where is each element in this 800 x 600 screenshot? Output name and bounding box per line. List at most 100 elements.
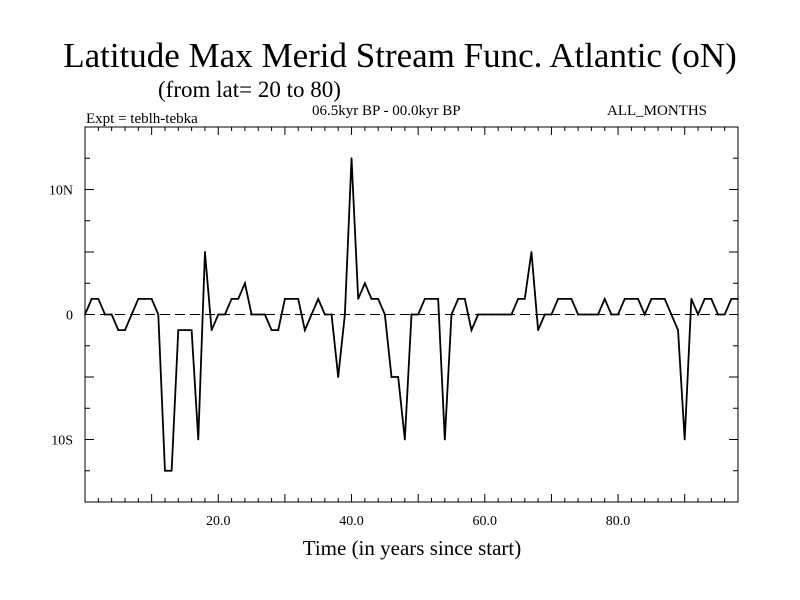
data-point <box>357 297 360 300</box>
experiment-label: Expt = teblh-tebka <box>86 111 198 127</box>
x-tick-label: 80.0 <box>606 514 631 529</box>
data-point <box>530 251 533 253</box>
data-point <box>637 297 639 300</box>
data-point <box>657 297 659 300</box>
data-point <box>717 313 719 316</box>
data-point <box>217 313 220 316</box>
data-point <box>410 313 413 316</box>
chart-title: Latitude Max Merid Stream Func. Atlantic… <box>63 36 737 75</box>
x-tick-label: 40.0 <box>339 514 364 529</box>
chart-subtitle: (from lat= 20 to 80) <box>158 77 341 102</box>
data-point <box>497 313 500 316</box>
data-point <box>204 251 206 253</box>
data-point <box>477 313 480 316</box>
data-point <box>683 438 686 441</box>
data-point <box>97 297 100 300</box>
y-tick-label: 0 <box>66 309 73 324</box>
data-point <box>703 297 706 300</box>
data-point <box>390 376 393 378</box>
y-tick-label: 10S <box>51 434 73 449</box>
data-point <box>150 297 153 300</box>
data-point <box>343 313 346 316</box>
data-point <box>670 313 673 316</box>
data-point <box>177 329 180 332</box>
data-point <box>583 313 586 316</box>
data-point <box>377 297 380 300</box>
data-point <box>157 313 160 316</box>
data-point <box>317 297 320 300</box>
data-point <box>224 313 226 316</box>
data-point <box>503 313 506 316</box>
data-point <box>417 313 420 316</box>
data-point <box>677 329 679 332</box>
data-point <box>230 297 233 300</box>
data-point <box>483 313 486 316</box>
data-point <box>710 297 713 300</box>
data-point <box>470 329 473 332</box>
data-point <box>510 313 513 316</box>
data-point <box>597 313 599 316</box>
data-point <box>543 313 546 316</box>
data-point <box>110 313 113 316</box>
x-tick-label: 60.0 <box>473 514 498 529</box>
data-point <box>557 297 559 300</box>
data-point <box>270 329 273 332</box>
data-point <box>697 313 699 316</box>
data-point <box>383 313 386 316</box>
plot-frame <box>84 126 739 503</box>
data-point <box>323 313 326 316</box>
data-point <box>643 313 646 316</box>
data-point <box>337 376 340 378</box>
data-point <box>264 313 266 316</box>
data-point <box>517 297 520 300</box>
x-tick-label: 20.0 <box>206 514 231 529</box>
data-point <box>590 313 593 316</box>
data-point <box>210 329 213 332</box>
data-point <box>610 313 613 316</box>
data-point <box>457 297 460 300</box>
period-label: 06.5kyr BP - 00.0kyr BP <box>312 103 461 119</box>
data-point <box>257 313 260 316</box>
data-point <box>623 297 626 300</box>
data-point <box>563 297 566 300</box>
data-point <box>190 329 193 332</box>
data-point <box>237 297 240 300</box>
data-point <box>244 282 246 285</box>
data-point <box>250 313 253 316</box>
data-point <box>630 297 633 300</box>
data-point <box>277 329 280 332</box>
data-point <box>124 329 126 332</box>
months-label: ALL_MONTHS <box>607 103 707 119</box>
data-point <box>523 297 526 300</box>
data-point <box>130 313 133 316</box>
x-axis-label: Time (in years since start) <box>303 536 522 560</box>
data-point <box>577 313 579 316</box>
data-point <box>437 297 440 300</box>
data-point <box>197 438 200 441</box>
data-point <box>283 297 286 300</box>
data-point <box>370 297 373 300</box>
data-point <box>90 297 93 300</box>
data-point <box>403 438 406 441</box>
data-point <box>397 376 400 378</box>
tick-labels: 20.0 40.0 60.0 80.0 10N 0 10S <box>49 184 630 530</box>
data-point <box>650 297 653 300</box>
data-point <box>350 157 353 160</box>
data-point <box>443 438 446 441</box>
data-point <box>450 313 453 316</box>
data-point <box>290 297 293 300</box>
data-point <box>170 469 173 472</box>
data-point <box>723 313 726 316</box>
data-point <box>423 297 426 300</box>
data-point <box>137 297 140 300</box>
data-point <box>730 297 733 300</box>
data-point <box>184 329 186 332</box>
y-tick-label: 10N <box>49 184 73 199</box>
data-point <box>330 313 333 316</box>
data-point <box>104 313 106 316</box>
data-point <box>617 313 619 316</box>
data-point <box>550 313 553 316</box>
data-point <box>430 297 433 300</box>
data-point <box>297 297 300 300</box>
